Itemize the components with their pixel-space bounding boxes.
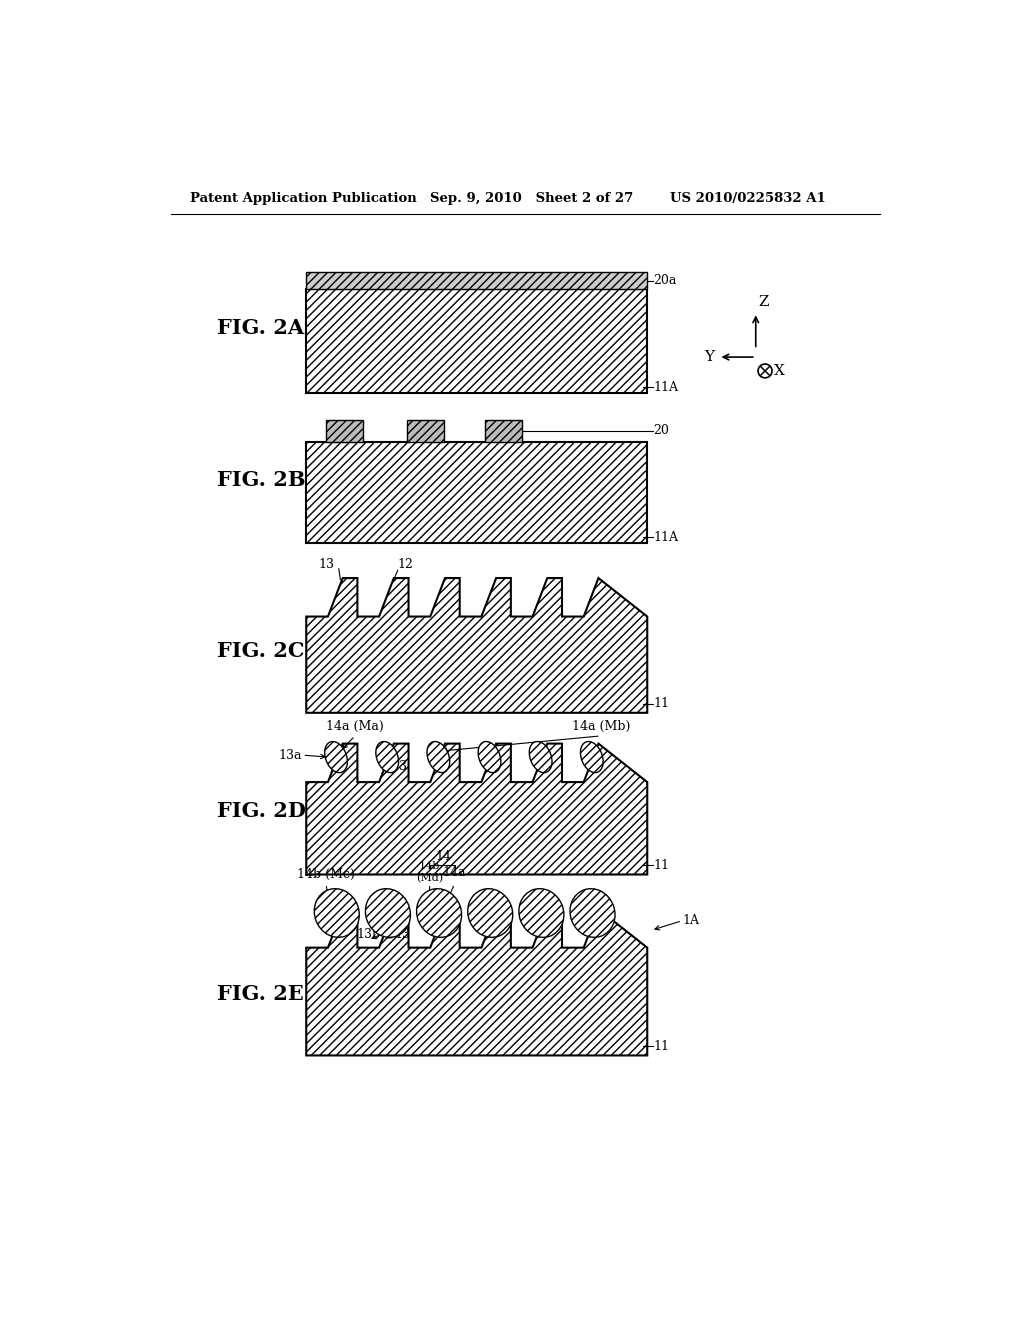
Text: 11: 11: [653, 859, 670, 871]
Text: 1A: 1A: [682, 915, 699, 927]
Text: 13: 13: [391, 760, 408, 774]
Bar: [326, 420, 362, 442]
Polygon shape: [306, 578, 647, 713]
Text: 20: 20: [653, 425, 670, 437]
Ellipse shape: [314, 888, 359, 937]
Text: Z: Z: [759, 294, 769, 309]
Text: FIG. 2D: FIG. 2D: [217, 801, 306, 821]
Text: 13: 13: [394, 928, 411, 941]
Text: FIG. 2B: FIG. 2B: [217, 470, 305, 490]
Text: 12: 12: [397, 557, 414, 570]
Text: 13: 13: [318, 557, 335, 570]
Text: FIG. 2E: FIG. 2E: [217, 983, 304, 1003]
Text: 14b (Mc): 14b (Mc): [297, 869, 354, 880]
Ellipse shape: [581, 742, 603, 772]
Bar: [484, 420, 521, 442]
Ellipse shape: [427, 742, 450, 772]
Text: FIG. 2A: FIG. 2A: [217, 318, 304, 338]
Text: 20a: 20a: [653, 275, 677, 288]
Bar: [306, 272, 647, 289]
Text: 13a: 13a: [279, 748, 302, 762]
Text: US 2010/0225832 A1: US 2010/0225832 A1: [671, 191, 826, 205]
Text: Patent Application Publication: Patent Application Publication: [190, 191, 417, 205]
Text: 13b: 13b: [356, 928, 380, 941]
Text: 14a (Mb): 14a (Mb): [571, 721, 630, 733]
Ellipse shape: [325, 742, 347, 772]
Polygon shape: [306, 743, 647, 875]
Text: 14a: 14a: [442, 866, 466, 879]
Ellipse shape: [366, 888, 411, 937]
Text: 11A: 11A: [653, 380, 679, 393]
Bar: [407, 420, 444, 442]
Text: 14a (Ma): 14a (Ma): [327, 721, 384, 733]
Ellipse shape: [468, 888, 513, 937]
Ellipse shape: [417, 888, 462, 937]
Bar: [306, 289, 647, 393]
Text: X: X: [774, 364, 785, 378]
Text: 14: 14: [435, 850, 451, 863]
Text: Y: Y: [705, 350, 715, 364]
Text: Sep. 9, 2010   Sheet 2 of 27: Sep. 9, 2010 Sheet 2 of 27: [430, 191, 634, 205]
Text: 11A: 11A: [653, 531, 679, 544]
Text: 14b
(Md): 14b (Md): [416, 861, 443, 883]
Ellipse shape: [570, 888, 615, 937]
Ellipse shape: [529, 742, 552, 772]
Ellipse shape: [478, 742, 501, 772]
Ellipse shape: [519, 888, 564, 937]
Text: FIG. 2C: FIG. 2C: [217, 642, 304, 661]
Polygon shape: [306, 909, 647, 1056]
Bar: [306, 442, 647, 544]
Ellipse shape: [376, 742, 398, 772]
Text: 11: 11: [653, 1040, 670, 1053]
Text: 11: 11: [653, 697, 670, 710]
